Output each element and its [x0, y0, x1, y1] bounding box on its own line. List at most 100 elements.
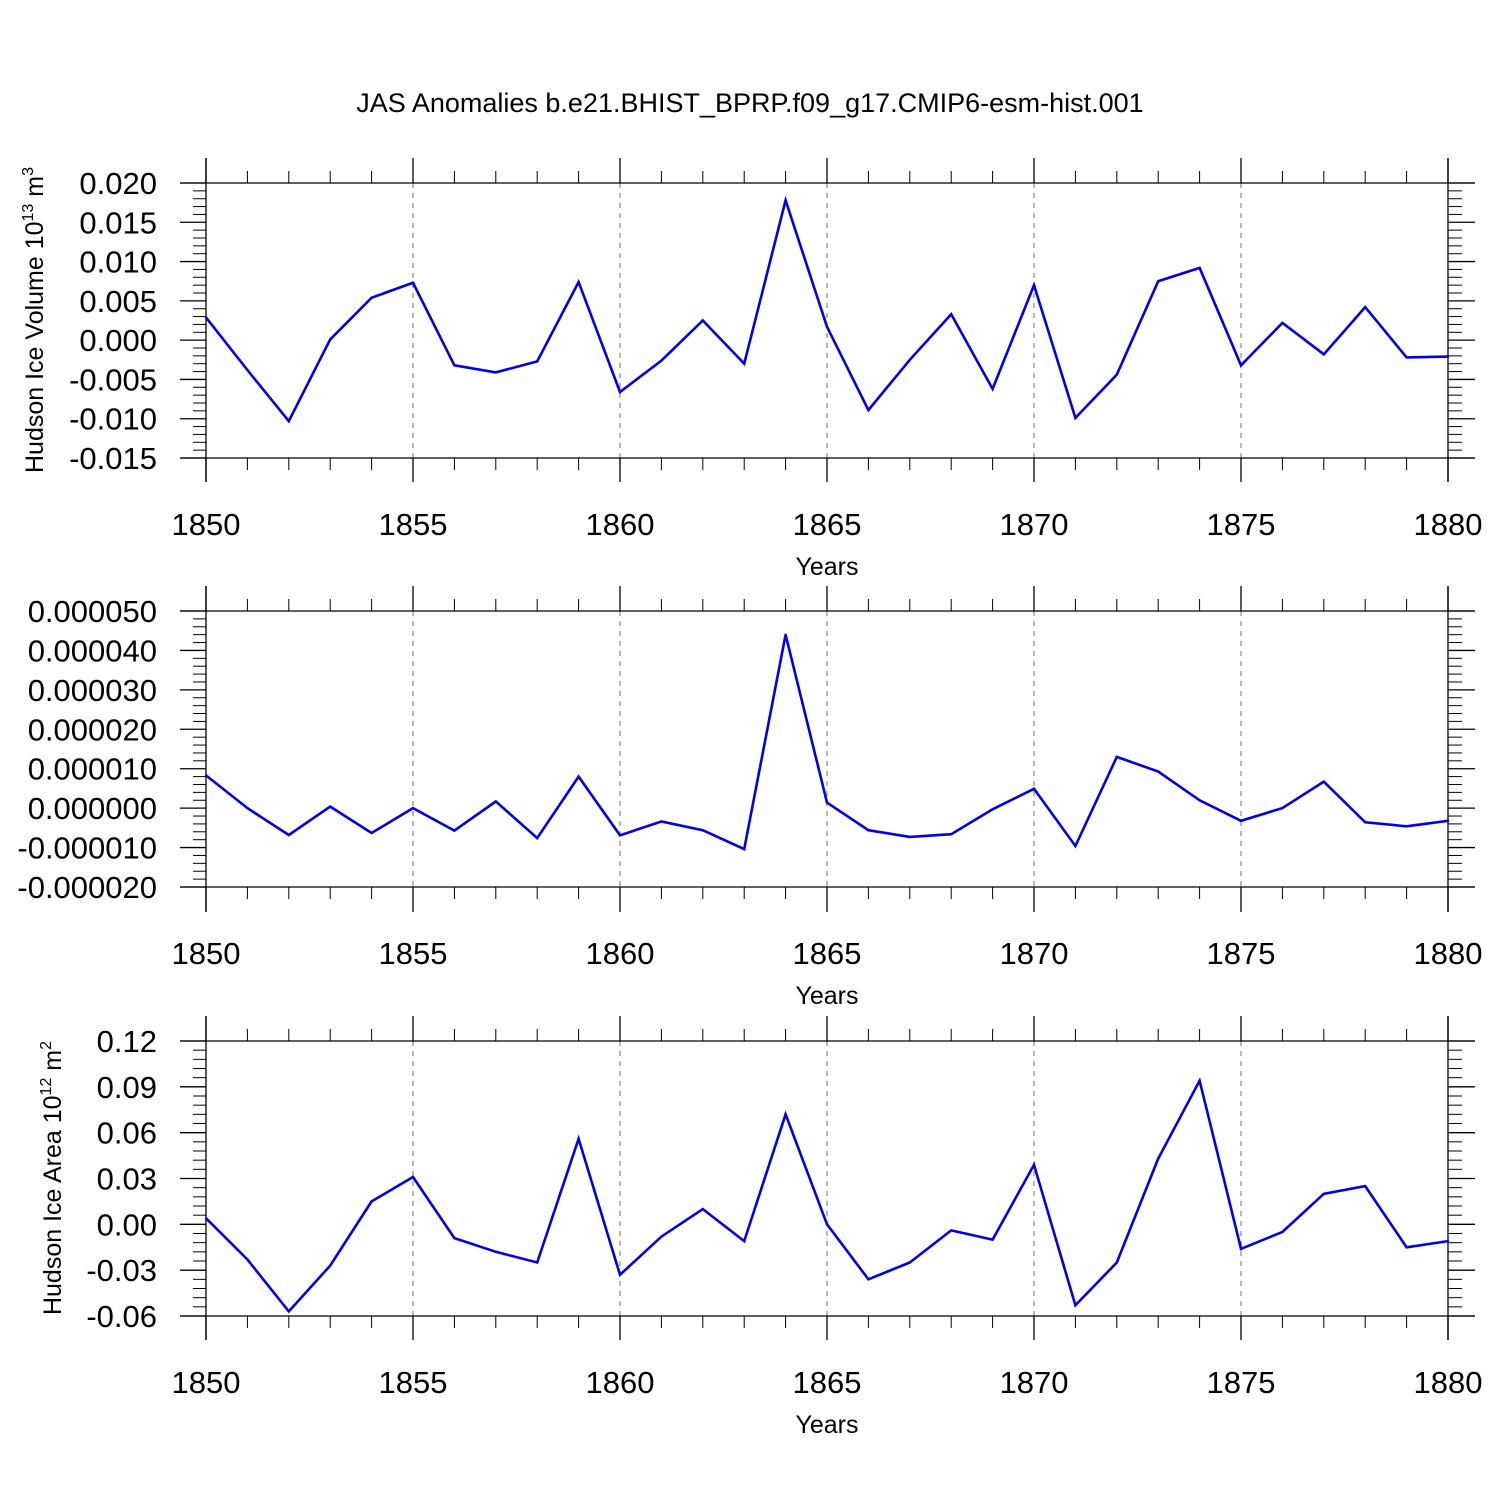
data-point — [1115, 373, 1119, 376]
data-point — [577, 775, 580, 778]
x-axis-title: Years — [795, 982, 858, 1010]
data-point — [329, 338, 332, 341]
y-tick-label: 0.12 — [97, 1024, 157, 1059]
data-point — [1446, 819, 1450, 822]
x-tick-label: 1850 — [172, 936, 241, 971]
x-tick-label: 1870 — [1000, 507, 1069, 542]
data-point — [246, 806, 249, 810]
x-tick-label: 1870 — [1000, 1365, 1069, 1400]
data-point — [1074, 1304, 1077, 1307]
x-tick-label: 1855 — [379, 936, 448, 971]
data-point — [950, 832, 953, 836]
data-point — [1115, 1261, 1119, 1264]
y-tick-label: 0.000010 — [28, 752, 157, 787]
y-tick-label: 0.000040 — [28, 633, 157, 668]
data-point — [1239, 1247, 1243, 1250]
data-point — [329, 1264, 332, 1267]
data-point — [991, 1238, 994, 1241]
y-tick-label: 0.000050 — [28, 594, 157, 629]
y-tick-label: -0.000010 — [17, 831, 157, 866]
data-point — [1198, 799, 1201, 802]
data-point — [867, 829, 870, 832]
y-tick-label: -0.03 — [86, 1253, 157, 1288]
x-tick-label: 1855 — [379, 507, 448, 542]
y-tick-label: 0.09 — [97, 1070, 157, 1105]
data-point — [825, 325, 829, 328]
x-tick-label: 1860 — [586, 507, 655, 542]
data-point — [784, 633, 787, 636]
data-point — [1032, 283, 1036, 287]
data-point — [1405, 356, 1408, 359]
y-tick-label: 0.000020 — [28, 712, 157, 747]
data-point — [453, 829, 456, 832]
data-point — [825, 1223, 829, 1226]
x-tick-label: 1880 — [1414, 1365, 1483, 1400]
panels-group: 0.020 0.015 0.010 0.005 0.000 -0.005 -0.010 -0.… — [17, 158, 1482, 1439]
data-point — [618, 834, 622, 837]
data-point — [950, 313, 953, 316]
data-point — [494, 800, 497, 803]
data-point — [246, 368, 249, 372]
y-axis-title: Hudson Ice Area 1012 m2 — [38, 1041, 67, 1315]
chart-panel-2: 0.000050 0.000040 0.000030 0.000020 0.000010… — [17, 586, 1482, 1010]
data-point — [825, 801, 829, 804]
data-point — [1281, 1230, 1284, 1234]
data-point — [453, 1236, 456, 1240]
data-point — [1405, 1246, 1408, 1249]
data-point — [1364, 821, 1367, 824]
data-point — [536, 360, 539, 363]
x-tick-label: 1850 — [172, 507, 241, 542]
data-point — [1239, 819, 1243, 822]
data-point — [370, 1200, 373, 1203]
x-tick-label: 1860 — [586, 936, 655, 971]
data-point — [287, 833, 290, 837]
data-point — [1446, 1239, 1450, 1243]
data-point — [411, 806, 415, 810]
data-point — [1157, 770, 1160, 773]
data-point — [701, 829, 704, 832]
y-tick-label: 0.005 — [79, 284, 157, 319]
data-point — [494, 371, 497, 374]
y-tick-label: 0.000000 — [28, 791, 157, 826]
x-tick-label: 1855 — [379, 1365, 448, 1400]
data-point — [618, 390, 622, 394]
x-tick-label: 1850 — [172, 1365, 241, 1400]
data-point — [1446, 355, 1450, 358]
data-point — [577, 1137, 580, 1140]
data-point — [1322, 353, 1326, 356]
data-point — [1322, 1192, 1326, 1195]
chart-title: JAS Anomalies b.e21.BHIST_BPRP.f09_g17.C… — [356, 88, 1143, 118]
data-point — [1157, 280, 1160, 283]
x-tick-label: 1860 — [586, 1365, 655, 1400]
data-point — [494, 1250, 497, 1254]
y-axis-title: Hudson Ice Volume 1013 m3 — [20, 167, 49, 473]
chart-panel-1: 0.020 0.015 0.010 0.005 0.000 -0.005 -0.010 -0.… — [20, 158, 1482, 581]
data-point — [784, 1113, 787, 1116]
x-tick-label: 1865 — [793, 936, 862, 971]
data-point — [1281, 806, 1284, 810]
y-tick-label: 0.000 — [79, 323, 157, 358]
data-point — [991, 808, 994, 811]
data-point — [1281, 321, 1284, 325]
x-tick-label: 1870 — [1000, 936, 1069, 971]
data-point — [370, 831, 373, 835]
y-tick-label: 0.06 — [97, 1116, 157, 1151]
data-point — [204, 774, 208, 777]
y-tick-label: 0.000030 — [28, 673, 157, 708]
y-tick-label: 0.015 — [79, 205, 157, 240]
data-point — [1322, 780, 1326, 783]
data-point — [784, 199, 787, 202]
data-point — [867, 408, 870, 412]
data-point — [411, 1175, 415, 1179]
data-point — [660, 1235, 663, 1238]
x-tick-label: 1880 — [1414, 936, 1483, 971]
y-tick-label: -0.000020 — [17, 870, 157, 905]
data-point — [908, 358, 911, 361]
data-point — [1074, 416, 1077, 420]
data-point — [1074, 844, 1077, 848]
data-point — [1364, 305, 1367, 309]
data-point — [1239, 364, 1243, 367]
data-point — [411, 281, 415, 284]
y-tick-label: 0.03 — [97, 1162, 157, 1197]
data-point — [660, 820, 663, 823]
